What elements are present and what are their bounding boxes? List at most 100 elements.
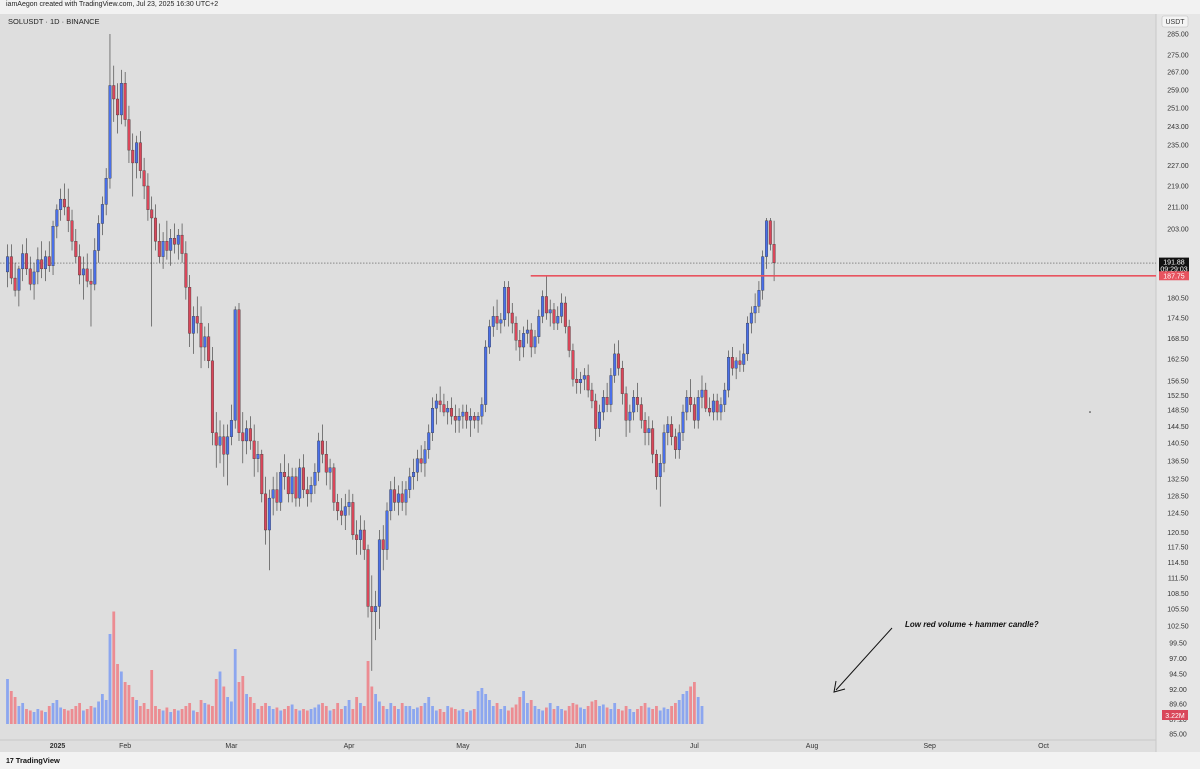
- candle-body[interactable]: [730, 357, 734, 369]
- candle-body[interactable]: [81, 268, 85, 276]
- candle-body[interactable]: [510, 312, 514, 324]
- candle-body[interactable]: [100, 204, 104, 224]
- candle-body[interactable]: [47, 256, 51, 266]
- candle-body[interactable]: [104, 178, 108, 205]
- candle-body[interactable]: [522, 333, 526, 348]
- brand[interactable]: 17 TradingView: [6, 756, 60, 765]
- candle-body[interactable]: [423, 449, 427, 464]
- candle-body[interactable]: [191, 316, 195, 334]
- candle-body[interactable]: [491, 316, 495, 327]
- candle-body[interactable]: [450, 408, 453, 417]
- candle-body[interactable]: [658, 463, 662, 477]
- candle-body[interactable]: [677, 432, 681, 450]
- candle-body[interactable]: [548, 309, 552, 314]
- candle-body[interactable]: [503, 287, 507, 320]
- candle-body[interactable]: [248, 428, 252, 442]
- candle-body[interactable]: [116, 98, 120, 116]
- candle-body[interactable]: [389, 489, 393, 512]
- candle-body[interactable]: [332, 467, 336, 503]
- candle-body[interactable]: [484, 346, 488, 405]
- candle-body[interactable]: [135, 142, 139, 164]
- candle-body[interactable]: [738, 360, 742, 365]
- candle-body[interactable]: [131, 149, 135, 164]
- candle-body[interactable]: [635, 397, 639, 405]
- candle-body[interactable]: [203, 336, 207, 348]
- currency-badge[interactable]: [1161, 15, 1189, 28]
- candle-body[interactable]: [400, 493, 404, 503]
- candle-body[interactable]: [207, 336, 211, 362]
- candle-body[interactable]: [582, 375, 586, 380]
- candle-body[interactable]: [210, 360, 214, 433]
- candle-body[interactable]: [180, 234, 184, 254]
- candle-body[interactable]: [351, 502, 355, 536]
- candle-body[interactable]: [643, 420, 647, 433]
- candle-body[interactable]: [529, 329, 533, 348]
- candle-body[interactable]: [146, 185, 150, 210]
- candle-body[interactable]: [358, 529, 362, 540]
- candle-body[interactable]: [127, 119, 131, 151]
- candle-body[interactable]: [32, 271, 36, 285]
- candle-body[interactable]: [267, 497, 271, 531]
- candle-body[interactable]: [476, 416, 480, 421]
- candle-body[interactable]: [408, 476, 412, 490]
- candle-body[interactable]: [628, 411, 632, 421]
- candle-body[interactable]: [700, 389, 704, 398]
- candle-body[interactable]: [768, 220, 772, 245]
- candle-body[interactable]: [279, 472, 283, 503]
- candle-body[interactable]: [377, 539, 381, 607]
- candle-body[interactable]: [176, 234, 180, 245]
- candle-body[interactable]: [59, 198, 63, 210]
- candle-body[interactable]: [93, 250, 97, 285]
- candle-body[interactable]: [222, 436, 226, 455]
- candle-body[interactable]: [442, 404, 446, 413]
- candle-body[interactable]: [696, 397, 700, 421]
- candle-body[interactable]: [362, 529, 366, 550]
- candle-body[interactable]: [757, 290, 761, 307]
- candle-body[interactable]: [601, 397, 605, 413]
- candle-body[interactable]: [51, 226, 55, 266]
- candle-body[interactable]: [123, 83, 127, 120]
- candle-body[interactable]: [233, 309, 237, 421]
- candle-body[interactable]: [381, 539, 385, 550]
- candle-body[interactable]: [55, 209, 59, 227]
- candle-body[interactable]: [169, 238, 173, 251]
- candle-body[interactable]: [157, 241, 161, 257]
- candle-body[interactable]: [260, 454, 264, 495]
- candle-body[interactable]: [632, 397, 636, 413]
- candle-body[interactable]: [241, 432, 245, 442]
- candle-body[interactable]: [749, 312, 753, 324]
- candle-body[interactable]: [685, 397, 689, 413]
- candle-body[interactable]: [321, 440, 324, 455]
- candle-body[interactable]: [560, 302, 564, 317]
- candle-body[interactable]: [24, 253, 28, 270]
- candle-body[interactable]: [708, 408, 712, 413]
- candle-body[interactable]: [453, 416, 457, 421]
- candle-body[interactable]: [654, 454, 658, 477]
- candle-body[interactable]: [17, 268, 21, 291]
- candle-body[interactable]: [286, 476, 290, 495]
- candle-body[interactable]: [533, 336, 537, 348]
- candle-body[interactable]: [556, 316, 560, 324]
- candle-body[interactable]: [229, 420, 233, 437]
- candle-body[interactable]: [605, 397, 609, 405]
- candle-body[interactable]: [252, 440, 256, 459]
- candle-body[interactable]: [704, 389, 708, 409]
- candle-body[interactable]: [302, 467, 305, 490]
- candle-body[interactable]: [746, 322, 749, 355]
- candle-body[interactable]: [765, 220, 768, 257]
- candle-body[interactable]: [214, 432, 218, 446]
- candle-body[interactable]: [761, 256, 765, 291]
- candle-body[interactable]: [173, 238, 176, 245]
- candle-body[interactable]: [393, 489, 397, 503]
- candle-body[interactable]: [324, 454, 328, 473]
- candle-body[interactable]: [85, 268, 89, 282]
- candle-body[interactable]: [9, 256, 13, 279]
- candle-body[interactable]: [431, 408, 435, 433]
- candle-body[interactable]: [434, 400, 438, 409]
- candle-body[interactable]: [487, 326, 491, 348]
- candle-body[interactable]: [461, 411, 465, 417]
- candle-body[interactable]: [78, 256, 82, 276]
- candle-body[interactable]: [544, 296, 548, 314]
- candle-body[interactable]: [681, 411, 685, 433]
- candle-body[interactable]: [6, 256, 9, 273]
